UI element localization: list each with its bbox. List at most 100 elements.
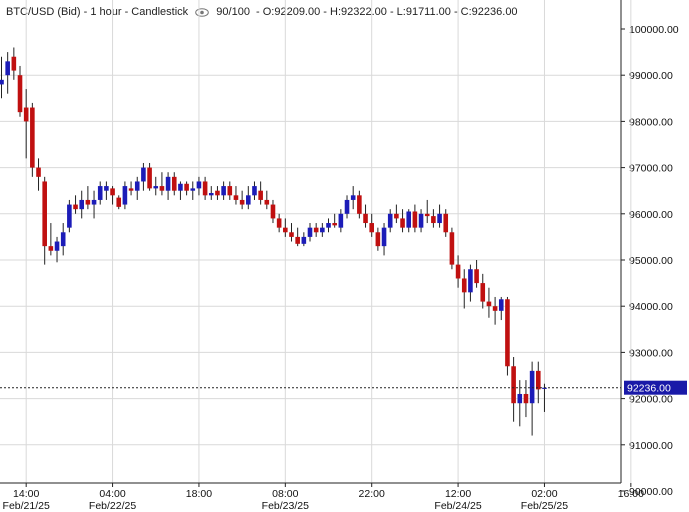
candle-body[interactable] — [5, 61, 10, 76]
candle-body[interactable] — [505, 299, 510, 367]
candle-body[interactable] — [301, 236, 307, 244]
candle-body[interactable] — [523, 393, 529, 404]
candle-body[interactable] — [332, 223, 337, 226]
candle-body[interactable] — [252, 186, 257, 196]
candle-body[interactable] — [437, 213, 442, 224]
candle-body[interactable] — [295, 236, 300, 244]
candle-body[interactable] — [23, 107, 29, 122]
candle-body[interactable] — [270, 204, 276, 219]
candle-body[interactable] — [381, 227, 387, 247]
candle-body[interactable] — [122, 186, 128, 205]
candle-body[interactable] — [387, 213, 393, 228]
candle-body[interactable] — [449, 232, 455, 265]
candle-body[interactable] — [202, 181, 208, 196]
x-tick-time-label: 18:00 — [186, 488, 212, 500]
y-tick-label: 97000.00 — [629, 163, 673, 175]
candle-body[interactable] — [418, 213, 424, 228]
x-tick-time-label: 12:00 — [445, 488, 471, 500]
candle-body[interactable] — [307, 227, 313, 237]
candle-body[interactable] — [79, 199, 85, 210]
candle-body[interactable] — [498, 299, 504, 311]
candle-body[interactable] — [350, 195, 356, 200]
candle-body[interactable] — [492, 306, 498, 311]
candle-body[interactable] — [406, 211, 412, 228]
y-tick-label: 91000.00 — [629, 440, 673, 452]
candle-body[interactable] — [60, 232, 66, 247]
candle-body[interactable] — [357, 195, 362, 214]
candle-body[interactable] — [85, 199, 91, 205]
candle-body[interactable] — [91, 199, 97, 205]
candle-body[interactable] — [424, 213, 430, 217]
candle-body[interactable] — [468, 269, 473, 293]
y-tick-label: 94000.00 — [629, 301, 673, 313]
candle-body[interactable] — [239, 199, 245, 205]
candle-body[interactable] — [196, 181, 202, 189]
candle-body[interactable] — [412, 211, 418, 228]
candle-body[interactable] — [104, 186, 109, 191]
candle-body[interactable] — [517, 393, 523, 404]
candle-body[interactable] — [17, 75, 23, 113]
candle-body[interactable] — [369, 223, 374, 233]
candle-body[interactable] — [42, 181, 47, 247]
candle-body[interactable] — [147, 167, 152, 189]
candle-body[interactable] — [276, 218, 282, 228]
candle-body[interactable] — [110, 188, 115, 196]
candle-body[interactable] — [283, 227, 288, 233]
x-tick-time-label: 02:00 — [531, 488, 557, 500]
candle-body[interactable] — [184, 183, 189, 191]
candle-body[interactable] — [455, 264, 461, 279]
candle-body[interactable] — [159, 186, 165, 191]
candle-body[interactable] — [116, 197, 122, 207]
candle-body[interactable] — [171, 176, 177, 191]
candle-body[interactable] — [221, 186, 226, 196]
candle-body[interactable] — [233, 195, 239, 200]
candle-body[interactable] — [190, 188, 196, 191]
candle-body[interactable] — [215, 190, 220, 196]
candle-body[interactable] — [128, 188, 134, 191]
candle-body[interactable] — [431, 216, 436, 224]
candle-body[interactable] — [30, 107, 35, 168]
candle-body[interactable] — [394, 213, 399, 219]
candle-body[interactable] — [73, 204, 78, 210]
eye-icon[interactable] — [195, 7, 210, 17]
candle-body[interactable] — [289, 232, 294, 237]
y-tick-label: 99000.00 — [629, 70, 673, 82]
candle-body[interactable] — [542, 387, 547, 389]
candle-body[interactable] — [264, 199, 270, 205]
candle-body[interactable] — [443, 213, 449, 233]
candle-body[interactable] — [535, 370, 541, 390]
candle-body[interactable] — [344, 199, 350, 214]
candle-body[interactable] — [134, 181, 140, 191]
candle-body[interactable] — [313, 227, 319, 233]
candle-body[interactable] — [153, 186, 159, 189]
candle-body[interactable] — [486, 301, 492, 307]
candle-body[interactable] — [375, 232, 381, 247]
candle-body[interactable] — [97, 186, 103, 200]
candle-body[interactable] — [178, 183, 183, 191]
candle-body[interactable] — [258, 190, 263, 200]
candle-body[interactable] — [480, 283, 486, 302]
candle-body[interactable] — [326, 223, 331, 228]
y-tick-label: 96000.00 — [629, 209, 673, 221]
candle-body[interactable] — [67, 204, 72, 228]
candle-body[interactable] — [48, 246, 54, 251]
candle-body[interactable] — [54, 241, 60, 251]
candle-body[interactable] — [246, 195, 251, 205]
candle-body[interactable] — [227, 186, 233, 196]
candle-body[interactable] — [474, 269, 479, 284]
candle-body[interactable] — [165, 176, 171, 191]
candle-body[interactable] — [511, 366, 516, 404]
candle-body[interactable] — [529, 370, 535, 404]
candle-body[interactable] — [141, 167, 146, 182]
y-tick-label: 95000.00 — [629, 255, 673, 267]
candle-body[interactable] — [0, 79, 4, 85]
candle-body[interactable] — [363, 213, 368, 224]
candle-body[interactable] — [338, 213, 344, 228]
candle-body[interactable] — [400, 218, 405, 228]
candle-body[interactable] — [208, 193, 214, 196]
candle-body[interactable] — [36, 167, 41, 177]
candle-body[interactable] — [461, 278, 467, 293]
candle-body[interactable] — [11, 56, 17, 71]
candle-body[interactable] — [320, 227, 325, 233]
